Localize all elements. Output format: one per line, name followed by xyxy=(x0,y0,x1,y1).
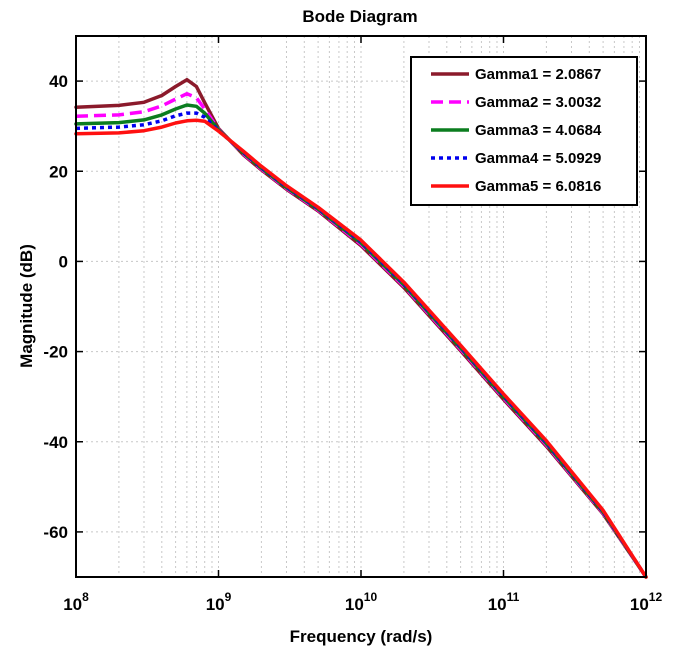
x-tick-label: 1012 xyxy=(630,590,663,614)
x-tick-label: 108 xyxy=(63,590,89,614)
legend: Gamma1 = 2.0867 Gamma2 = 3.0032 Gamma3 = 4… xyxy=(410,56,638,206)
legend-label-4: Gamma4 = 5.0929 xyxy=(475,150,601,167)
y-tick-label: 0 xyxy=(59,252,68,271)
y-tick-label: 20 xyxy=(49,162,68,181)
y-tick-label: 40 xyxy=(49,72,68,91)
y-axis-label: Magnitude (dB) xyxy=(17,244,36,368)
ticks: 40 20 0 -20 -40 -60 108 109 1010 1011 1012 xyxy=(43,36,662,614)
x-tick-label: 1010 xyxy=(345,590,378,614)
x-tick-label: 1011 xyxy=(488,590,520,614)
x-tick-label: 109 xyxy=(206,590,232,614)
series-layer xyxy=(74,77,648,579)
legend-label-2: Gamma2 = 3.0032 xyxy=(475,94,601,111)
legend-label-5: Gamma5 = 6.0816 xyxy=(475,178,601,195)
x-axis-label: Frequency (rad/s) xyxy=(290,627,433,646)
chart-title: Bode Diagram xyxy=(302,7,417,26)
legend-label-1: Gamma1 = 2.0867 xyxy=(475,66,601,83)
legend-label-3: Gamma3 = 4.0684 xyxy=(475,122,602,139)
y-tick-label: -40 xyxy=(43,433,68,452)
y-tick-label: -60 xyxy=(43,523,68,542)
series-line-5 xyxy=(74,118,648,579)
y-tick-label: -20 xyxy=(43,343,68,362)
